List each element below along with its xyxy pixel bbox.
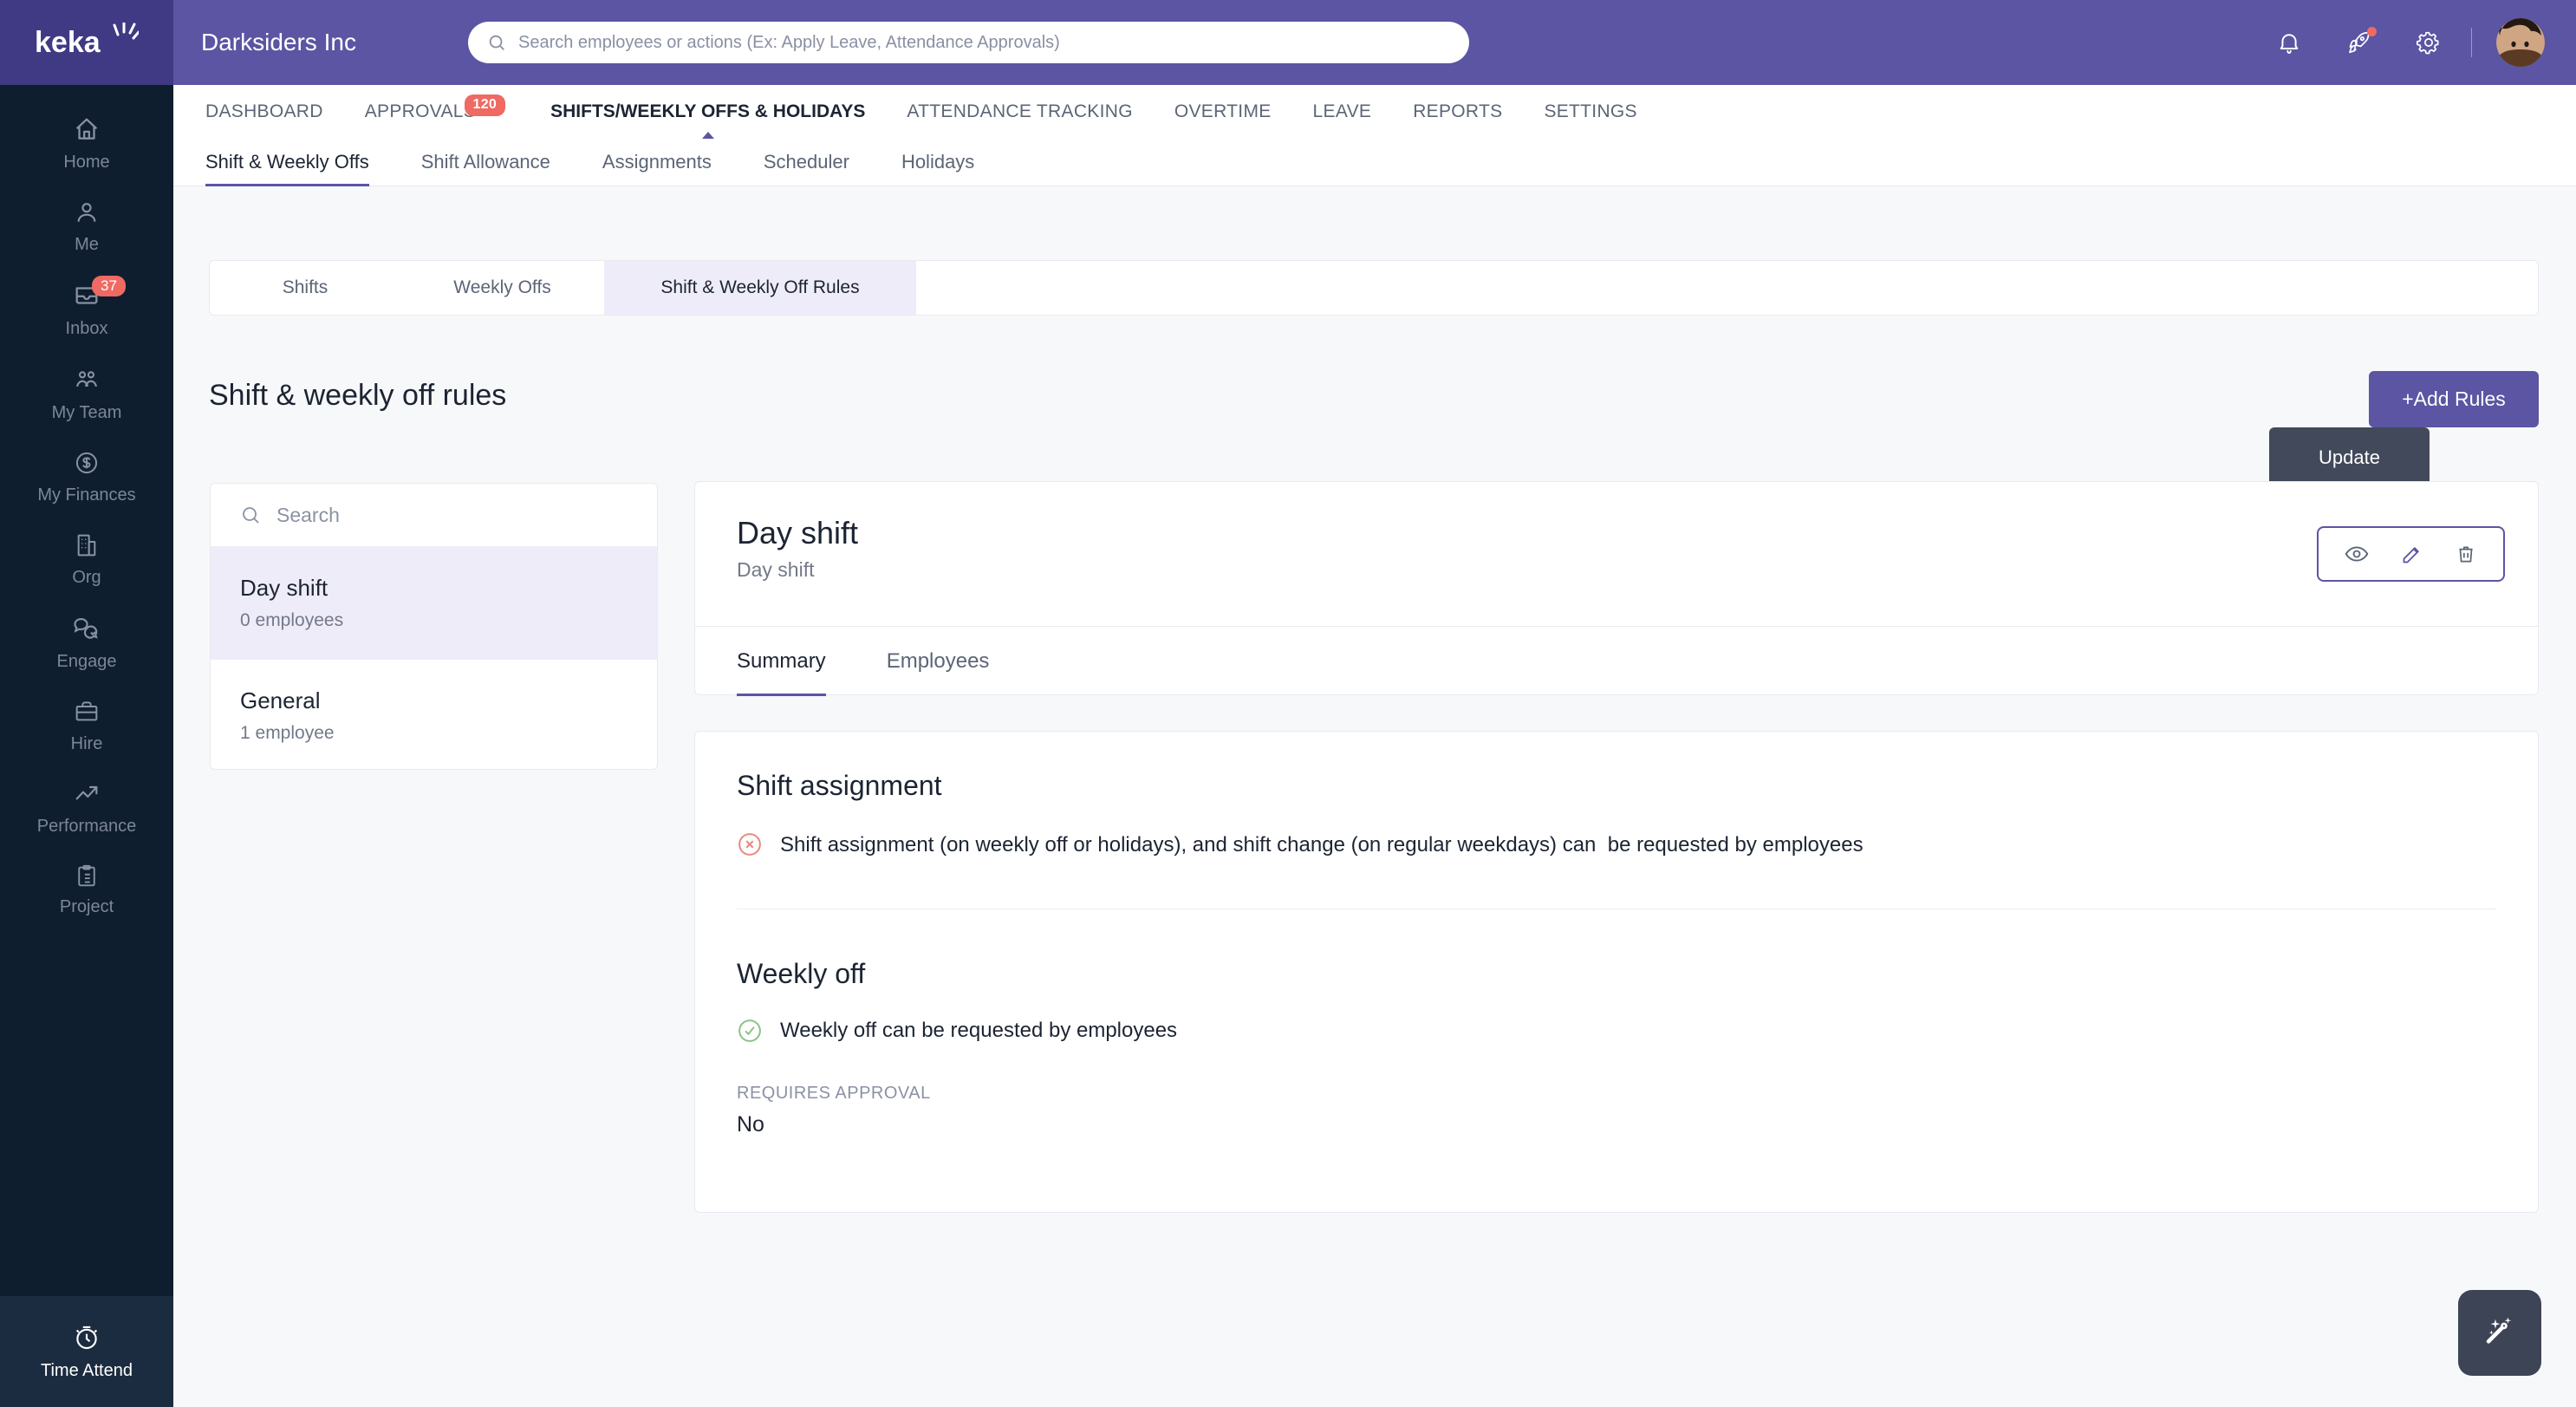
svg-text:keka: keka (35, 26, 101, 59)
